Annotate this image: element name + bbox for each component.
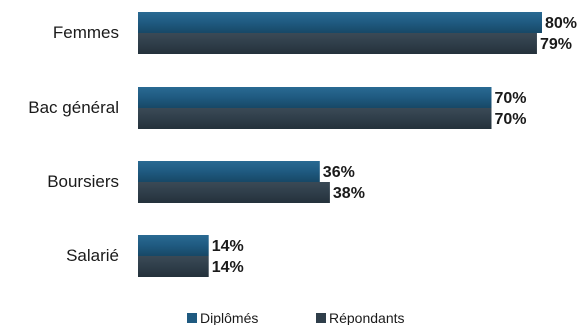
bar-repondants xyxy=(138,33,537,54)
legend-label: Répondants xyxy=(329,310,405,325)
bar-repondants xyxy=(138,256,209,277)
legend-swatch xyxy=(187,313,197,323)
legend-swatch xyxy=(316,313,326,323)
data-label: 14% xyxy=(212,259,244,276)
legend-label: Diplômés xyxy=(200,310,258,325)
data-label: 38% xyxy=(333,185,365,202)
data-label: 70% xyxy=(495,111,527,128)
data-label: 14% xyxy=(212,238,244,255)
data-label: 36% xyxy=(323,164,355,181)
bar-diplomes xyxy=(138,235,209,256)
data-label: 79% xyxy=(540,36,572,53)
category-label: Boursiers xyxy=(47,172,119,191)
bar-diplomes xyxy=(138,87,492,108)
bar-diplomes xyxy=(138,161,320,182)
data-label: 80% xyxy=(545,15,577,32)
data-label: 70% xyxy=(495,90,527,107)
category-label: Femmes xyxy=(53,23,119,42)
category-label: Salarié xyxy=(66,246,119,265)
bar-repondants xyxy=(138,182,330,203)
bar-repondants xyxy=(138,108,492,129)
bar-diplomes xyxy=(138,12,542,33)
category-label: Bac général xyxy=(28,98,119,117)
